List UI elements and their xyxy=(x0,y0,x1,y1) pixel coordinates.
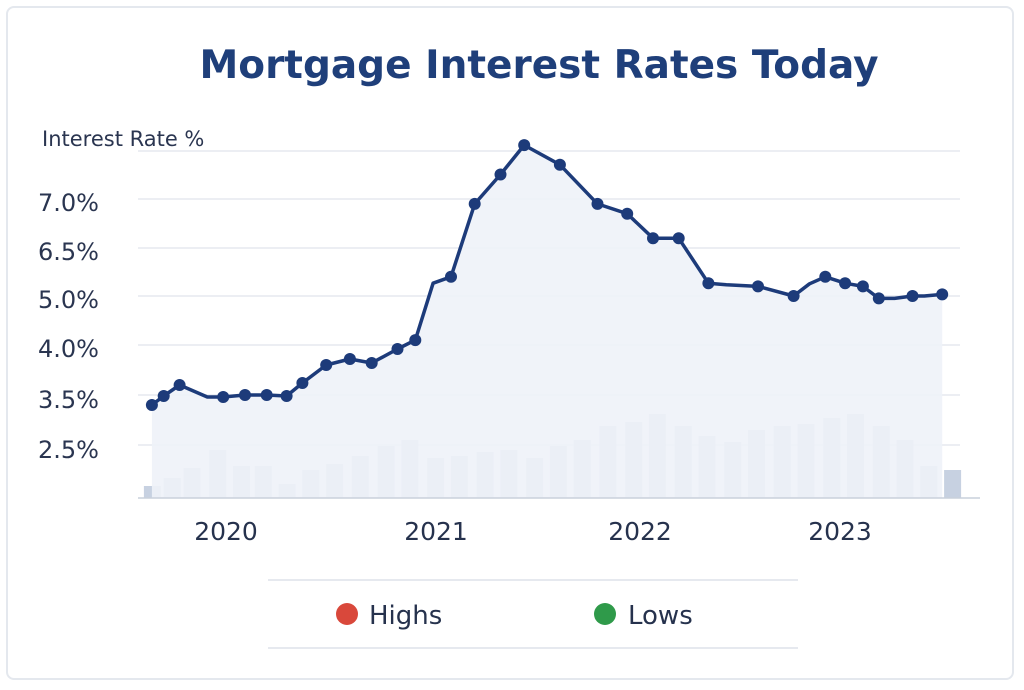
legend-lows-marker xyxy=(594,603,616,625)
rate-point xyxy=(819,270,832,283)
rate-point xyxy=(260,389,273,401)
chart-title: Mortgage Interest Rates Today xyxy=(199,43,878,88)
y-tick-label: 5.0% xyxy=(38,286,99,314)
chart-svg: Mortgage Interest Rates Today Interest R… xyxy=(38,43,980,649)
rate-point xyxy=(391,343,404,355)
rate-point xyxy=(856,280,869,293)
rate-point xyxy=(621,207,634,220)
chart-card: Mortgage Interest Rates Today Interest R… xyxy=(6,6,1014,680)
rate-point xyxy=(280,390,293,402)
x-tick-label: 2023 xyxy=(808,517,872,546)
volume-bar xyxy=(944,470,962,498)
x-tick-label: 2022 xyxy=(608,517,672,546)
rate-point xyxy=(518,139,531,152)
rate-point xyxy=(839,277,852,290)
rate-point xyxy=(591,197,604,210)
rate-point xyxy=(409,334,422,347)
rate-point xyxy=(365,357,378,369)
rate-markers xyxy=(145,139,949,411)
y-tick-label: 2.5% xyxy=(38,436,99,464)
rate-point xyxy=(468,197,481,210)
x-tick-label: 2021 xyxy=(404,517,468,546)
y-tick-label: 3.5% xyxy=(38,386,99,414)
rate-point xyxy=(787,290,800,302)
x-tick-label: 2020 xyxy=(194,517,258,546)
rate-point xyxy=(494,168,507,181)
y-axis-label: Interest Rate % xyxy=(42,127,204,151)
rate-point xyxy=(936,288,949,301)
rate-point xyxy=(872,292,885,305)
rate-point xyxy=(145,399,158,411)
rate-point xyxy=(173,379,186,391)
rate-point xyxy=(343,353,356,365)
rate-point xyxy=(906,290,919,302)
rate-point xyxy=(157,390,170,402)
rate-point xyxy=(320,359,333,371)
rate-point xyxy=(752,280,764,293)
rate-point xyxy=(672,232,685,245)
rate-point xyxy=(445,270,457,283)
rate-area-fill xyxy=(151,145,943,498)
rate-point xyxy=(296,377,309,389)
y-tick-label: 4.0% xyxy=(38,335,99,363)
legend-highs-label: Highs xyxy=(369,601,442,631)
y-tick-label: 7.0% xyxy=(38,189,99,217)
legend-lows-label: Lows xyxy=(628,601,693,631)
rate-point xyxy=(647,232,659,245)
rate-point xyxy=(239,389,251,401)
rate-point xyxy=(217,391,230,403)
y-tick-label: 6.5% xyxy=(38,238,99,266)
legend-highs-marker xyxy=(336,603,358,625)
rate-point xyxy=(702,277,715,290)
rate-point xyxy=(553,158,566,171)
